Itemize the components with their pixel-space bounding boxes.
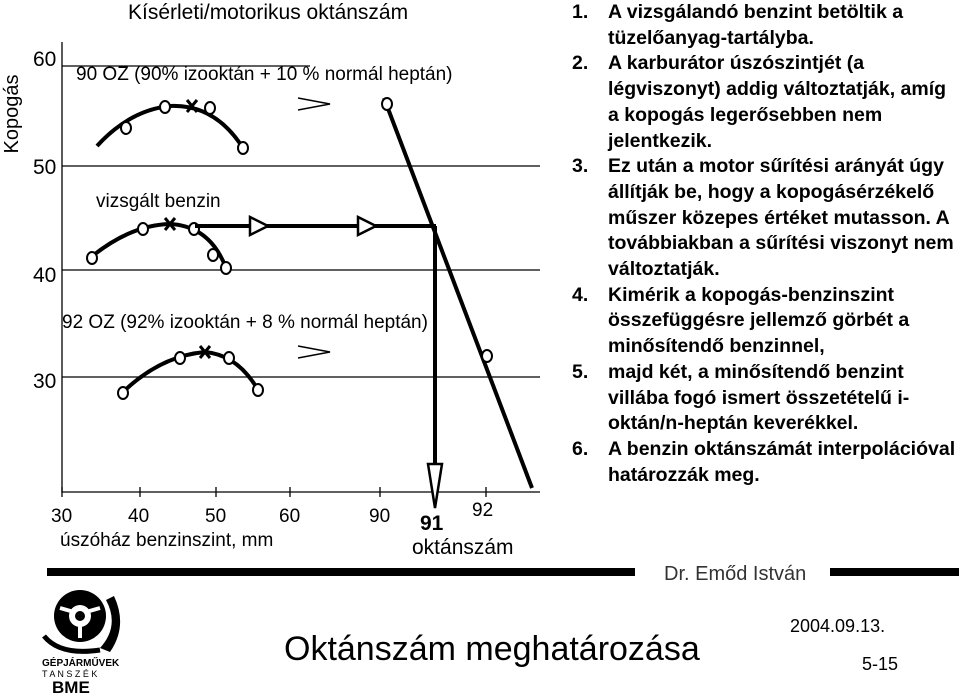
x-right-axis-label: oktánszám — [412, 536, 514, 559]
page-number: 5-15 — [862, 654, 899, 674]
footer-divider-right — [830, 568, 959, 576]
step-text: Ez után a motor sűrítési arányát úgy áll… — [608, 155, 954, 281]
curve-92-label: 92 OZ (92% izooktán + 8 % normál heptán) — [62, 312, 428, 333]
step-number: 6. — [572, 437, 589, 460]
y-tick-40: 40 — [33, 264, 56, 287]
knock-curves — [88, 103, 260, 395]
x-right-tick-92: 92 — [472, 500, 493, 521]
x-left-tick-60: 60 — [279, 506, 300, 527]
y-axis-label: Kopogás — [1, 75, 23, 154]
step-number: 4. — [572, 283, 589, 306]
curve-90 — [95, 103, 245, 150]
knock-diagram: Kopogás 60 50 40 30 Kísérleti/motorikus … — [1, 1, 540, 559]
calibration-line — [381, 97, 534, 489]
curve-90-label: 90 OZ (90% izooktán + 10 % normál heptán… — [76, 64, 453, 85]
result-arrow — [426, 226, 444, 509]
curve-test-label: vizsgált benzin — [96, 191, 221, 212]
y-tick-30: 30 — [33, 370, 56, 393]
step-text: A benzin oktánszámát interpolációval hat… — [608, 437, 956, 486]
diagram-frame — [61, 42, 540, 497]
curve-markers — [86, 100, 264, 400]
procedure-steps: 1. A vizsgálandó benzint betöltik a tüzel… — [572, 0, 957, 488]
curve-92 — [120, 349, 260, 395]
curve-test — [88, 221, 228, 269]
step-item: 1. A vizsgálandó benzint betöltik a tüzel… — [572, 0, 957, 51]
step-number: 3. — [572, 155, 589, 178]
step-text: Kimérik a kopogás-benzinszint összefüggé… — [608, 283, 910, 358]
logo-text-3: BME — [52, 678, 90, 694]
step-text: majd két, a minősítendő benzint villába … — [608, 360, 910, 435]
logo-text-1: GÉPJÁRMŰVEK — [42, 656, 120, 669]
logo-text-2: T A N S Z É K — [42, 669, 97, 679]
x-left-tick-30: 30 — [51, 506, 72, 527]
diagram-header-title: Kísérleti/motorikus oktánszám — [128, 1, 408, 24]
y-tick-60: 60 — [33, 48, 56, 71]
step-item: 4. Kimérik a kopogás-benzinszint összefüg… — [572, 283, 957, 360]
slide-date: 2004.09.13. — [790, 616, 886, 636]
bme-logo: GÉPJÁRMŰVEK T A N S Z É K BME — [42, 590, 121, 694]
y-tick-50: 50 — [33, 156, 56, 179]
x-left-tick-40: 40 — [128, 506, 149, 527]
x-left-tick-50: 50 — [205, 506, 226, 527]
step-number: 1. — [572, 1, 589, 23]
step-item: 6. A benzin oktánszámát interpolációval h… — [572, 437, 957, 488]
step-item: 2. A karburátor úszószintjét (a légviszon… — [572, 51, 957, 154]
peak-markers — [163, 99, 212, 359]
transfer-arrows — [297, 97, 331, 359]
step-text: A karburátor úszószintjét (a légviszonyt… — [608, 52, 947, 152]
x-left-axis-label: úszóház benzinszint, mm — [60, 530, 273, 551]
step-item: 3. Ez után a motor sűrítési arányát úgy á… — [572, 154, 957, 283]
wheel-icon — [42, 590, 121, 654]
step-number: 5. — [572, 360, 589, 383]
x-right-tick-91: 91 — [420, 512, 444, 535]
test-level-line — [195, 214, 436, 238]
step-number: 2. — [572, 52, 589, 75]
step-item: 5. majd két, a minősítendő benzint villáb… — [572, 360, 957, 437]
footer-divider — [47, 568, 635, 576]
x-right-tick-90: 90 — [369, 506, 390, 527]
slide-title: Oktánszám meghatározása — [284, 630, 700, 668]
step-text: A vizsgálandó benzint betöltik a tüzelőa… — [608, 1, 904, 49]
author-name: Dr. Emőd István — [664, 563, 807, 585]
